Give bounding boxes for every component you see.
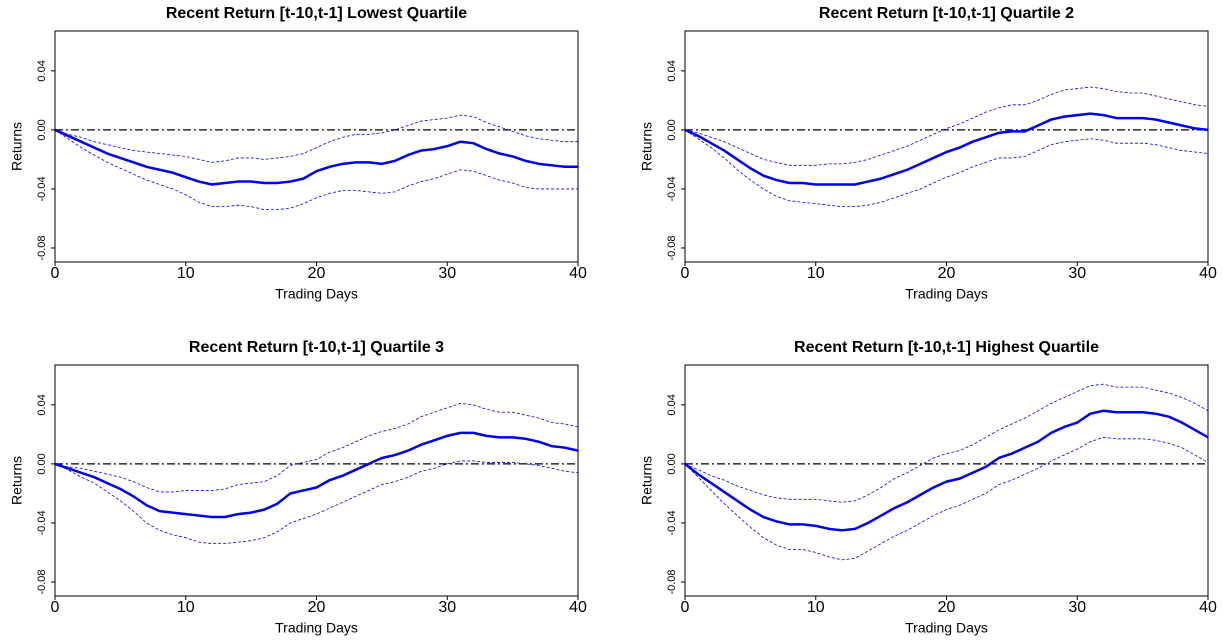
x-tick-label: 40 [569,599,587,616]
y-tick-label: -0.04 [666,510,678,535]
x-tick-label: 20 [308,599,326,616]
x-tick-label: 10 [177,599,195,616]
y-tick-label: 0.00 [666,119,678,140]
x-tick-label: 20 [938,599,956,616]
x-tick-label: 0 [681,265,690,282]
y-axis-label: Returns [639,122,655,171]
y-tick-label: 0.00 [36,119,48,140]
x-axis-label: Trading Days [905,620,988,636]
y-tick-label: 0.04 [666,60,678,81]
y-tick-label: 0.00 [666,453,678,474]
band-line [54,114,578,163]
x-tick-label: 40 [569,265,587,282]
y-tick-label: -0.08 [666,235,678,260]
y-tick-label: -0.04 [36,510,48,535]
x-tick-label: 0 [681,599,690,616]
plot-frame [684,30,1209,263]
band-line [684,129,1209,208]
band-line [684,86,1209,166]
y-tick-label: 0.04 [666,394,678,415]
plot-frame [54,364,579,597]
x-tick-label: 0 [51,265,60,282]
panel-title: Recent Return [t-10,t-1] Highest Quartil… [794,339,1099,356]
x-tick-label: 30 [1068,265,1086,282]
y-axis-label: Returns [9,122,25,171]
x-tick-label: 40 [1199,265,1217,282]
band-line [54,129,578,210]
x-tick-label: 30 [1068,599,1086,616]
band-line [54,402,579,493]
x-tick-label: 40 [1199,599,1217,616]
y-tick-label: -0.08 [666,569,678,594]
x-axis-label: Trading Days [275,286,358,302]
y-tick-label: 0.04 [36,60,48,81]
panel-title: Recent Return [t-10,t-1] Quartile 2 [819,5,1074,22]
y-tick-label: -0.04 [36,176,48,201]
y-tick-label: -0.08 [36,235,48,260]
x-tick-label: 20 [308,265,326,282]
x-tick-label: 30 [438,599,456,616]
x-tick-label: 30 [438,265,456,282]
x-tick-label: 0 [51,599,60,616]
band-line [684,383,1209,503]
y-tick-label: -0.08 [36,569,48,594]
panel-title: Recent Return [t-10,t-1] Quartile 3 [189,339,444,356]
x-tick-label: 20 [938,265,956,282]
mean-line [54,431,579,519]
x-tick-label: 10 [807,599,825,616]
plot-frame [54,30,579,263]
x-axis-label: Trading Days [275,620,358,636]
mean-line [684,112,1209,186]
x-tick-label: 10 [807,265,825,282]
y-axis-label: Returns [639,456,655,505]
x-tick-label: 10 [177,265,195,282]
y-tick-label: 0.04 [36,394,48,415]
y-axis-label: Returns [9,456,25,505]
mean-line [54,128,578,186]
y-tick-label: 0.00 [36,453,48,474]
panel-title: Recent Return [t-10,t-1] Lowest Quartile [166,5,467,22]
x-axis-label: Trading Days [905,286,988,302]
band-line [684,436,1209,561]
mean-line [684,409,1209,532]
y-tick-label: -0.04 [666,176,678,201]
band-line [54,460,579,544]
